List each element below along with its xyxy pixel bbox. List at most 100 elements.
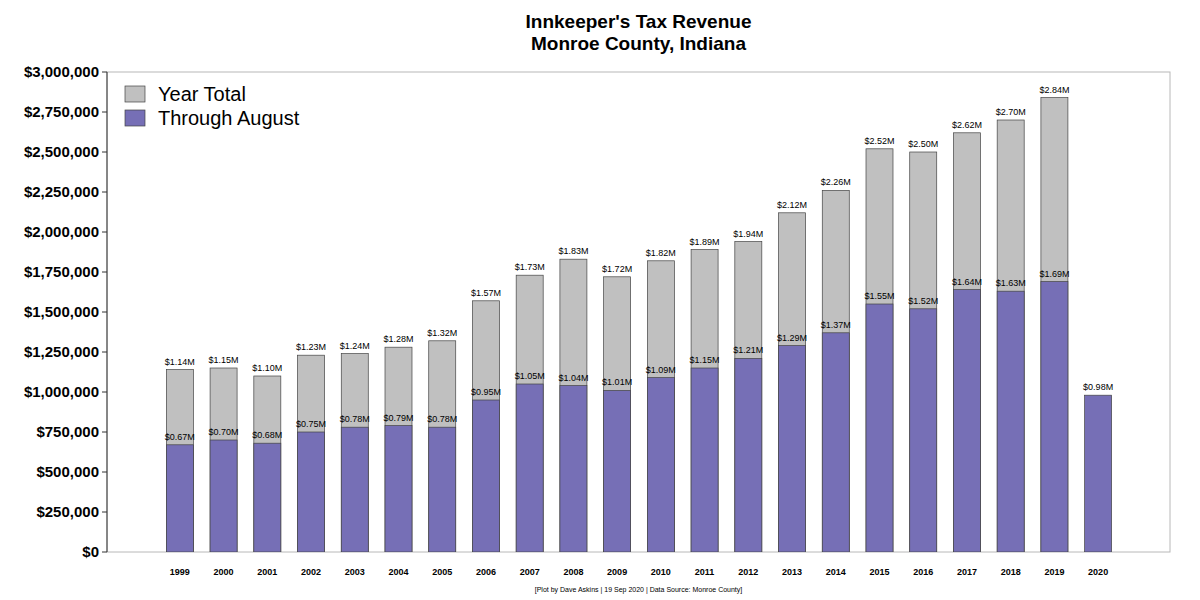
bar [560, 259, 587, 552]
data-label: $1.63M [996, 278, 1026, 288]
y-tick-label: $2,500,000 [24, 143, 99, 160]
data-label: $1.28M [383, 334, 413, 344]
bar [647, 261, 674, 552]
legend-swatch [125, 110, 145, 126]
data-label: $0.78M [427, 414, 457, 424]
data-label: $1.73M [515, 262, 545, 272]
data-label: $2.26M [821, 177, 851, 187]
data-label: $1.82M [646, 248, 676, 258]
data-label: $1.72M [602, 264, 632, 274]
bar [516, 275, 543, 552]
legend: Year TotalThrough August [125, 83, 300, 129]
x-tick-label: 2006 [476, 567, 496, 577]
data-label: $2.12M [777, 200, 807, 210]
bar [735, 242, 762, 552]
bar [254, 376, 281, 552]
bar [429, 427, 456, 552]
y-tick-label: $2,750,000 [24, 103, 99, 120]
bar [341, 427, 368, 552]
data-label: $1.10M [252, 363, 282, 373]
y-tick-label: $2,250,000 [24, 183, 99, 200]
data-label: $1.24M [340, 341, 370, 351]
legend-swatch [125, 86, 145, 102]
data-label: $0.98M [1083, 382, 1113, 392]
bar [779, 213, 806, 552]
data-label: $1.64M [952, 277, 982, 287]
data-label: $0.78M [340, 414, 370, 424]
y-tick [102, 232, 107, 233]
y-tick [102, 272, 107, 273]
y-tick-label: $3,000,000 [24, 63, 99, 80]
bar [953, 133, 980, 552]
data-label: $1.14M [165, 357, 195, 367]
data-label: $0.67M [165, 432, 195, 442]
y-tick-label: $1,500,000 [24, 303, 99, 320]
bar [472, 301, 499, 552]
data-label: $0.75M [296, 419, 326, 429]
x-tick-label: 2007 [520, 567, 540, 577]
bar [385, 426, 412, 552]
data-label: $1.01M [602, 377, 632, 387]
title: Innkeeper's Tax Revenue [526, 11, 752, 32]
data-label: $0.68M [252, 430, 282, 440]
data-label: $1.05M [515, 371, 545, 381]
x-tick-label: 2002 [301, 567, 321, 577]
data-label: $1.57M [471, 288, 501, 298]
bar [866, 304, 893, 552]
data-label: $1.89M [690, 237, 720, 247]
y-tick [102, 512, 107, 513]
y-tick [102, 552, 107, 553]
x-tick-label: 2011 [695, 567, 715, 577]
bar [1041, 98, 1068, 552]
bar [298, 432, 325, 552]
y-tick-label: $250,000 [36, 503, 99, 520]
data-label: $2.52M [864, 136, 894, 146]
data-label: $1.83M [558, 246, 588, 256]
bar [210, 368, 237, 552]
data-label: $1.04M [558, 373, 588, 383]
x-tick-label: 2013 [782, 567, 802, 577]
bar [298, 355, 325, 552]
bar [516, 384, 543, 552]
y-tick-label: $1,000,000 [24, 383, 99, 400]
bar [604, 390, 631, 552]
bar [604, 277, 631, 552]
caption: [Plot by Dave Askins | 19 Sep 2020 | Dat… [535, 586, 743, 594]
y-tick [102, 112, 107, 113]
x-tick-label: 2003 [345, 567, 365, 577]
data-label: $0.95M [471, 387, 501, 397]
y-tick [102, 72, 107, 73]
data-label: $1.32M [427, 328, 457, 338]
data-label: $1.15M [690, 355, 720, 365]
x-tick-label: 2017 [957, 567, 977, 577]
x-tick-label: 1999 [170, 567, 190, 577]
x-tick-label: 2014 [826, 567, 846, 577]
data-label: $1.52M [908, 296, 938, 306]
data-label: $1.15M [209, 355, 239, 365]
data-label: $2.62M [952, 120, 982, 130]
bar [341, 354, 368, 552]
x-tick-label: 2020 [1088, 567, 1108, 577]
x-tick-label: 2016 [913, 567, 933, 577]
x-tick-label: 2018 [1001, 567, 1021, 577]
bar [166, 370, 193, 552]
bar [910, 152, 937, 552]
x-tick-label: 2001 [257, 567, 277, 577]
y-tick [102, 432, 107, 433]
y-tick-label: $1,750,000 [24, 263, 99, 280]
x-tick-label: 2008 [563, 567, 583, 577]
data-label: $1.69M [1039, 269, 1069, 279]
y-tick-label: $750,000 [36, 423, 99, 440]
y-tick [102, 312, 107, 313]
y-tick-label: $500,000 [36, 463, 99, 480]
bar [997, 291, 1024, 552]
y-tick [102, 392, 107, 393]
bar [822, 190, 849, 552]
bar [210, 440, 237, 552]
data-label: $2.84M [1039, 85, 1069, 95]
data-label: $0.70M [209, 427, 239, 437]
bar [822, 333, 849, 552]
data-label: $0.79M [383, 413, 413, 423]
y-tick-label: $0 [82, 543, 99, 560]
legend-label: Year Total [158, 83, 246, 105]
